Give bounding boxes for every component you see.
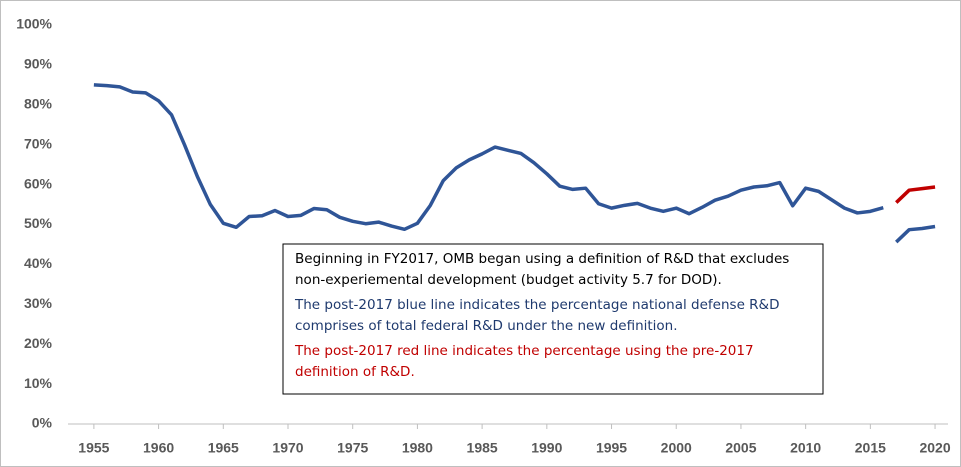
- x-tick-label: 2010: [790, 440, 821, 456]
- annotation-text: definition of R&D.: [295, 364, 415, 380]
- y-tick-label: 50%: [24, 215, 53, 231]
- y-tick-label: 20%: [24, 335, 53, 351]
- x-tick-label: 1995: [596, 440, 627, 456]
- y-tick-label: 40%: [24, 255, 53, 271]
- annotation-text: The post-2017 red line indicates the per…: [294, 343, 754, 359]
- x-tick-label: 1965: [208, 440, 239, 456]
- y-tick-label: 100%: [16, 16, 52, 32]
- x-tick-label: 1990: [531, 440, 562, 456]
- x-tick-label: 1980: [402, 440, 433, 456]
- annotation-text: The post-2017 blue line indicates the pe…: [294, 297, 779, 313]
- y-tick-label: 60%: [24, 175, 53, 191]
- y-tick-label: 70%: [24, 135, 53, 151]
- data-line: [93, 83, 884, 232]
- data-line: [895, 224, 936, 244]
- y-tick-label: 90%: [24, 56, 53, 72]
- annotation-text: Beginning in FY2017, OMB began using a d…: [295, 251, 789, 267]
- x-tick-label: 1975: [337, 440, 368, 456]
- x-tick-label: 1970: [272, 440, 303, 456]
- annotation-text: comprises of total federal R&D under the…: [295, 318, 678, 334]
- y-tick-label: 10%: [24, 375, 53, 391]
- x-tick-label: 2020: [919, 440, 950, 456]
- x-tick-label: 1985: [467, 440, 498, 456]
- y-tick-label: 0%: [32, 415, 53, 431]
- x-tick-label: 1955: [78, 440, 109, 456]
- annotation-box: [282, 243, 824, 395]
- annotation-text: non-experiemental development (budget ac…: [295, 272, 722, 288]
- data-line: [895, 185, 936, 204]
- x-tick-label: 2015: [855, 440, 886, 456]
- y-tick-label: 30%: [24, 295, 53, 311]
- y-tick-label: 80%: [24, 96, 53, 112]
- x-tick-label: 1960: [143, 440, 174, 456]
- x-tick-label: 2005: [725, 440, 756, 456]
- x-tick-label: 2000: [661, 440, 692, 456]
